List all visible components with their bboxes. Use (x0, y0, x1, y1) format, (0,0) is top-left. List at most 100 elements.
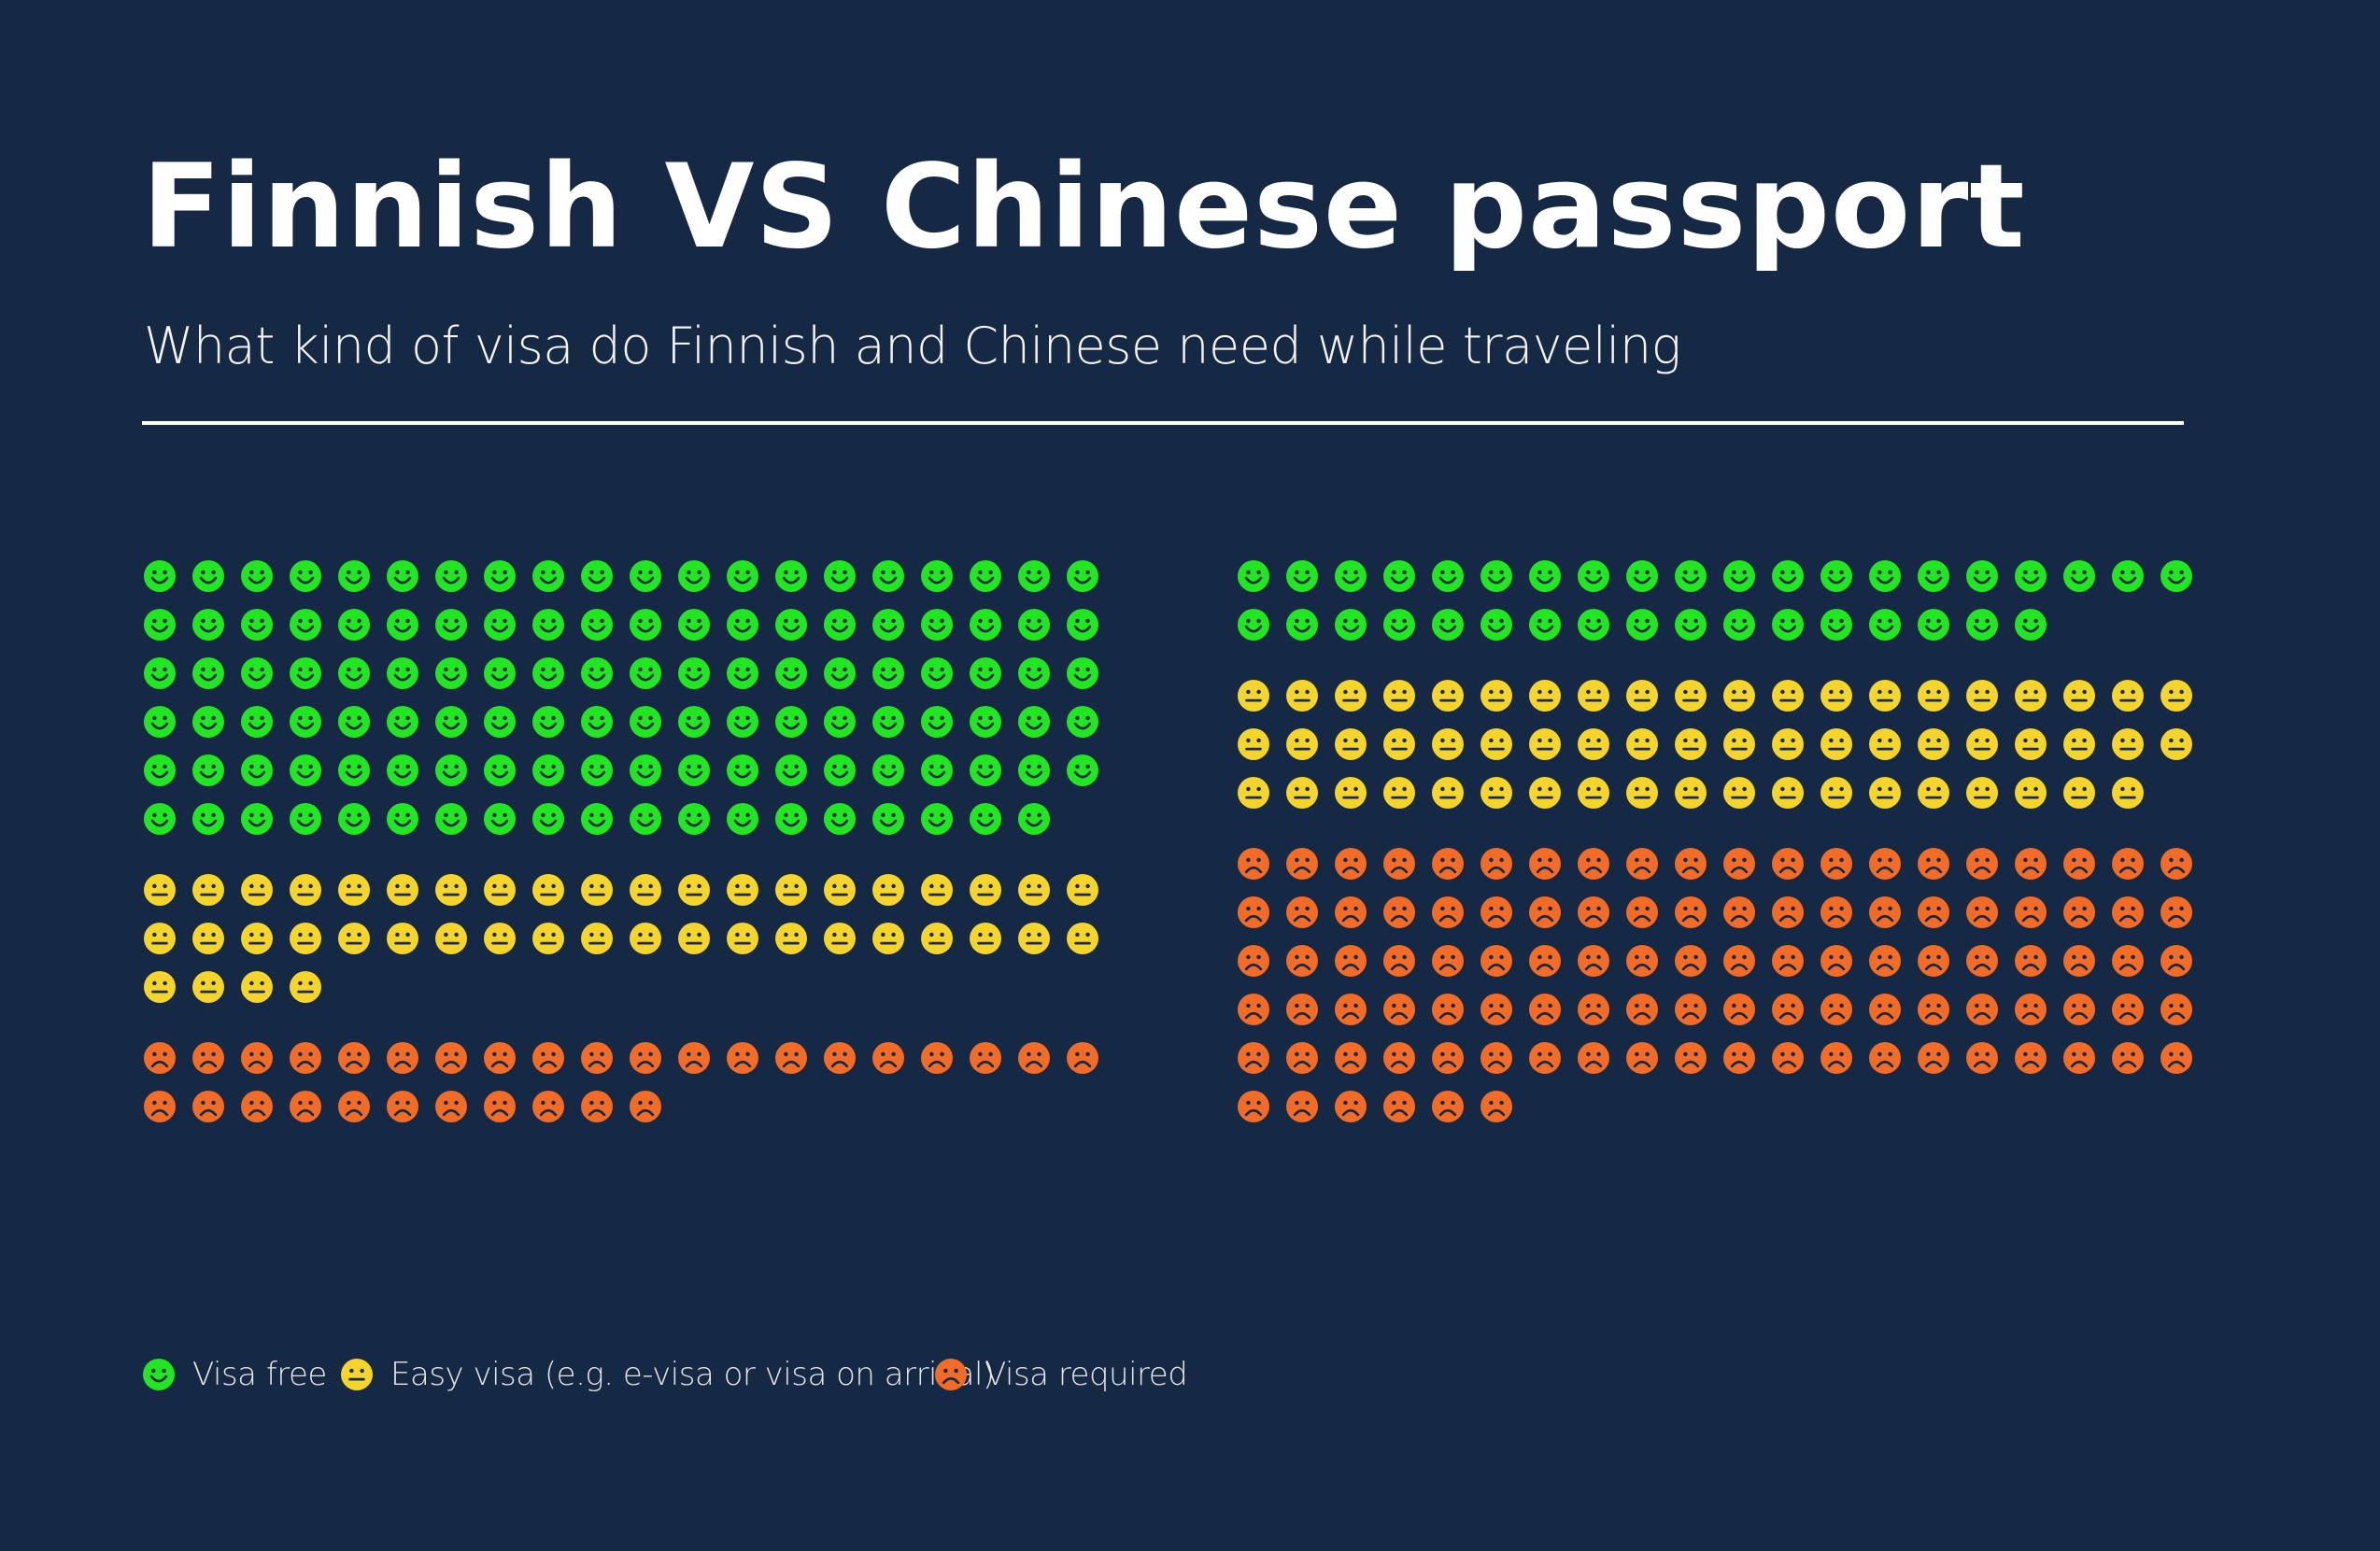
smile-face-icon (2160, 560, 2192, 592)
smile-face-icon (1335, 560, 1367, 592)
sad-face-icon (435, 1042, 467, 1074)
smile-face-icon (970, 706, 1001, 738)
sad-face-icon (1966, 945, 1998, 977)
neutral-face-icon (1529, 680, 1561, 712)
neutral-face-icon (1480, 777, 1512, 809)
sad-face-icon (1529, 896, 1561, 928)
neutral-face-icon (921, 923, 953, 954)
smile-face-icon (435, 754, 467, 786)
smile-face-icon (143, 1359, 175, 1390)
sad-face-icon (2112, 1042, 2144, 1074)
neutral-face-icon (1286, 680, 1318, 712)
neutral-face-icon (2063, 728, 2095, 760)
sad-face-icon (1335, 1091, 1367, 1122)
neutral-face-icon (1918, 728, 1949, 760)
neutral-face-icon (1869, 680, 1901, 712)
sad-face-icon (1335, 896, 1367, 928)
smile-face-icon (678, 803, 710, 835)
sad-face-icon (1432, 1091, 1464, 1122)
smile-face-icon (921, 706, 953, 738)
neutral-face-icon (1723, 777, 1755, 809)
neutral-face-icon (1238, 680, 1269, 712)
sad-face-icon (1238, 848, 1269, 880)
smile-face-icon (727, 803, 758, 835)
smile-face-icon (532, 754, 564, 786)
sad-face-icon (1626, 994, 1658, 1025)
neutral-face-icon (1067, 874, 1098, 906)
sad-face-icon (2112, 945, 2144, 977)
sad-face-icon (1383, 848, 1415, 880)
neutral-face-icon (1335, 680, 1367, 712)
smile-face-icon (241, 706, 273, 738)
smile-face-icon (1067, 657, 1098, 689)
smile-face-icon (1383, 609, 1415, 641)
neutral-face-icon (484, 874, 516, 906)
smile-face-icon (338, 657, 370, 689)
smile-face-icon (1918, 560, 1949, 592)
sad-face-icon (1918, 994, 1949, 1025)
smile-face-icon (387, 706, 418, 738)
smile-face-icon (872, 560, 904, 592)
neutral-face-icon (1675, 680, 1707, 712)
neutral-face-icon (1966, 680, 1998, 712)
neutral-face-icon (144, 874, 176, 906)
smile-face-icon (581, 754, 613, 786)
sad-face-icon (1238, 994, 1269, 1025)
neutral-face-icon (1018, 874, 1050, 906)
neutral-face-icon (678, 874, 710, 906)
neutral-face-icon (1480, 680, 1512, 712)
smile-face-icon (970, 609, 1001, 641)
neutral-face-icon (2015, 777, 2047, 809)
smile-face-icon (290, 560, 321, 592)
sad-face-icon (2063, 945, 2095, 977)
sad-face-icon (387, 1042, 418, 1074)
smile-face-icon (1018, 560, 1050, 592)
neutral-face-icon (1578, 680, 1609, 712)
smile-face-icon (581, 609, 613, 641)
neutral-face-icon (2112, 680, 2144, 712)
sad-face-icon (1335, 848, 1367, 880)
sad-face-icon (1869, 1042, 1901, 1074)
smile-face-icon (727, 560, 758, 592)
neutral-face-icon (1067, 923, 1098, 954)
sad-face-icon (1723, 945, 1755, 977)
sad-face-icon (1723, 994, 1755, 1025)
page-subtitle: What kind of visa do Finnish and Chinese… (144, 317, 1681, 375)
smile-face-icon (630, 560, 661, 592)
smile-face-icon (192, 706, 224, 738)
smile-face-icon (1067, 706, 1098, 738)
neutral-face-icon (872, 874, 904, 906)
sad-face-icon (581, 1042, 613, 1074)
sad-face-icon (1286, 994, 1318, 1025)
smile-face-icon (921, 657, 953, 689)
sad-face-icon (241, 1042, 273, 1074)
smile-face-icon (1578, 609, 1609, 641)
sad-face-icon (824, 1042, 856, 1074)
smile-face-icon (192, 754, 224, 786)
neutral-face-icon (1626, 680, 1658, 712)
smile-face-icon (775, 657, 807, 689)
smile-face-icon (1820, 560, 1852, 592)
smile-face-icon (581, 657, 613, 689)
sad-face-icon (2112, 994, 2144, 1025)
sad-face-icon (387, 1091, 418, 1122)
sad-face-icon (1675, 896, 1707, 928)
legend-label: Visa free (192, 1356, 327, 1393)
smile-face-icon (824, 706, 856, 738)
neutral-face-icon (144, 971, 176, 1003)
sad-face-icon (532, 1042, 564, 1074)
neutral-face-icon (630, 874, 661, 906)
sad-face-icon (1238, 1091, 1269, 1122)
smile-face-icon (921, 609, 953, 641)
smile-face-icon (1432, 609, 1464, 641)
sad-face-icon (1966, 896, 1998, 928)
smile-face-icon (387, 609, 418, 641)
page-title: Finnish VS Chinese passport (142, 140, 2026, 275)
neutral-face-icon (1383, 680, 1415, 712)
smile-face-icon (1626, 560, 1658, 592)
smile-face-icon (630, 803, 661, 835)
neutral-face-icon (1383, 728, 1415, 760)
neutral-face-icon (1966, 728, 1998, 760)
neutral-face-icon (2015, 680, 2047, 712)
sad-face-icon (1772, 945, 1804, 977)
